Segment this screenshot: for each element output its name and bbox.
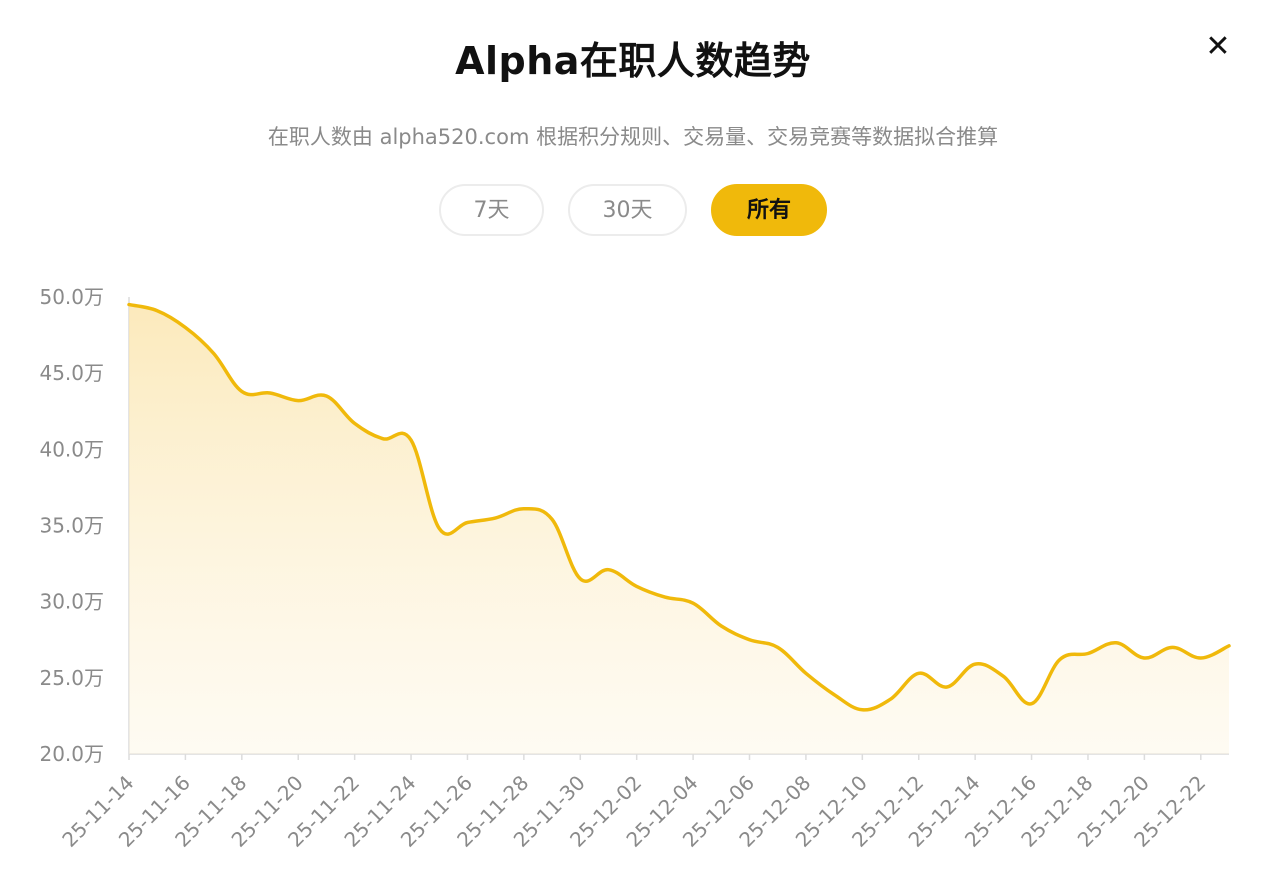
y-tick-label: 20.0万 <box>39 742 104 766</box>
data-point[interactable] <box>320 390 332 402</box>
close-icon[interactable]: ✕ <box>1205 29 1231 64</box>
data-point[interactable] <box>1026 698 1038 710</box>
data-point[interactable] <box>546 513 558 525</box>
data-point[interactable] <box>490 512 502 524</box>
data-point[interactable] <box>433 523 445 535</box>
tab-all[interactable]: 所有 <box>711 184 827 236</box>
tab-30-days[interactable]: 30天 <box>568 184 687 236</box>
y-tick-label: 40.0万 <box>39 437 104 461</box>
data-point[interactable] <box>1167 641 1179 653</box>
y-tick-label: 30.0万 <box>39 590 104 614</box>
y-tick-label: 45.0万 <box>39 361 104 385</box>
data-point[interactable] <box>715 620 727 632</box>
chart-title: Alpha在职人数趋势 <box>455 39 811 83</box>
data-point[interactable] <box>123 299 135 311</box>
data-point[interactable] <box>1110 637 1122 649</box>
data-point[interactable] <box>236 385 248 397</box>
data-point[interactable] <box>208 347 220 359</box>
data-point[interactable] <box>969 658 981 670</box>
data-point[interactable] <box>377 433 389 445</box>
chart-subtitle: 在职人数由 alpha520.com 根据积分规则、交易量、交易竞赛等数据拟合推… <box>267 125 999 149</box>
data-point[interactable] <box>772 641 784 653</box>
data-point[interactable] <box>744 634 756 646</box>
data-point[interactable] <box>1054 654 1066 666</box>
data-point[interactable] <box>856 704 868 716</box>
data-point[interactable] <box>687 597 699 609</box>
y-tick-label: 50.0万 <box>39 285 104 309</box>
tab-7-days[interactable]: 7天 <box>439 184 544 236</box>
data-point[interactable] <box>603 564 615 576</box>
data-point[interactable] <box>800 667 812 679</box>
data-point[interactable] <box>659 591 671 603</box>
data-point[interactable] <box>913 667 925 679</box>
range-tabs: 7天 30天 所有 <box>0 184 1266 236</box>
data-point[interactable] <box>518 503 530 515</box>
data-point[interactable] <box>1223 640 1235 652</box>
data-point[interactable] <box>349 417 361 429</box>
series-line <box>127 302 1231 712</box>
data-point[interactable] <box>1195 652 1207 664</box>
y-tick-label: 35.0万 <box>39 514 104 538</box>
data-point[interactable] <box>885 693 897 705</box>
y-tick-label: 25.0万 <box>39 666 104 690</box>
data-point[interactable] <box>179 322 191 334</box>
series-area <box>129 304 1229 754</box>
data-point[interactable] <box>631 580 643 592</box>
data-point[interactable] <box>264 387 276 399</box>
data-point[interactable] <box>1138 652 1150 664</box>
data-point[interactable] <box>1082 648 1094 660</box>
data-point[interactable] <box>574 573 586 585</box>
data-point[interactable] <box>462 517 474 529</box>
data-point[interactable] <box>292 395 304 407</box>
data-point[interactable] <box>997 670 1009 682</box>
data-point[interactable] <box>941 681 953 693</box>
data-point[interactable] <box>151 305 163 317</box>
data-point[interactable] <box>405 434 417 446</box>
data-point[interactable] <box>828 689 840 701</box>
